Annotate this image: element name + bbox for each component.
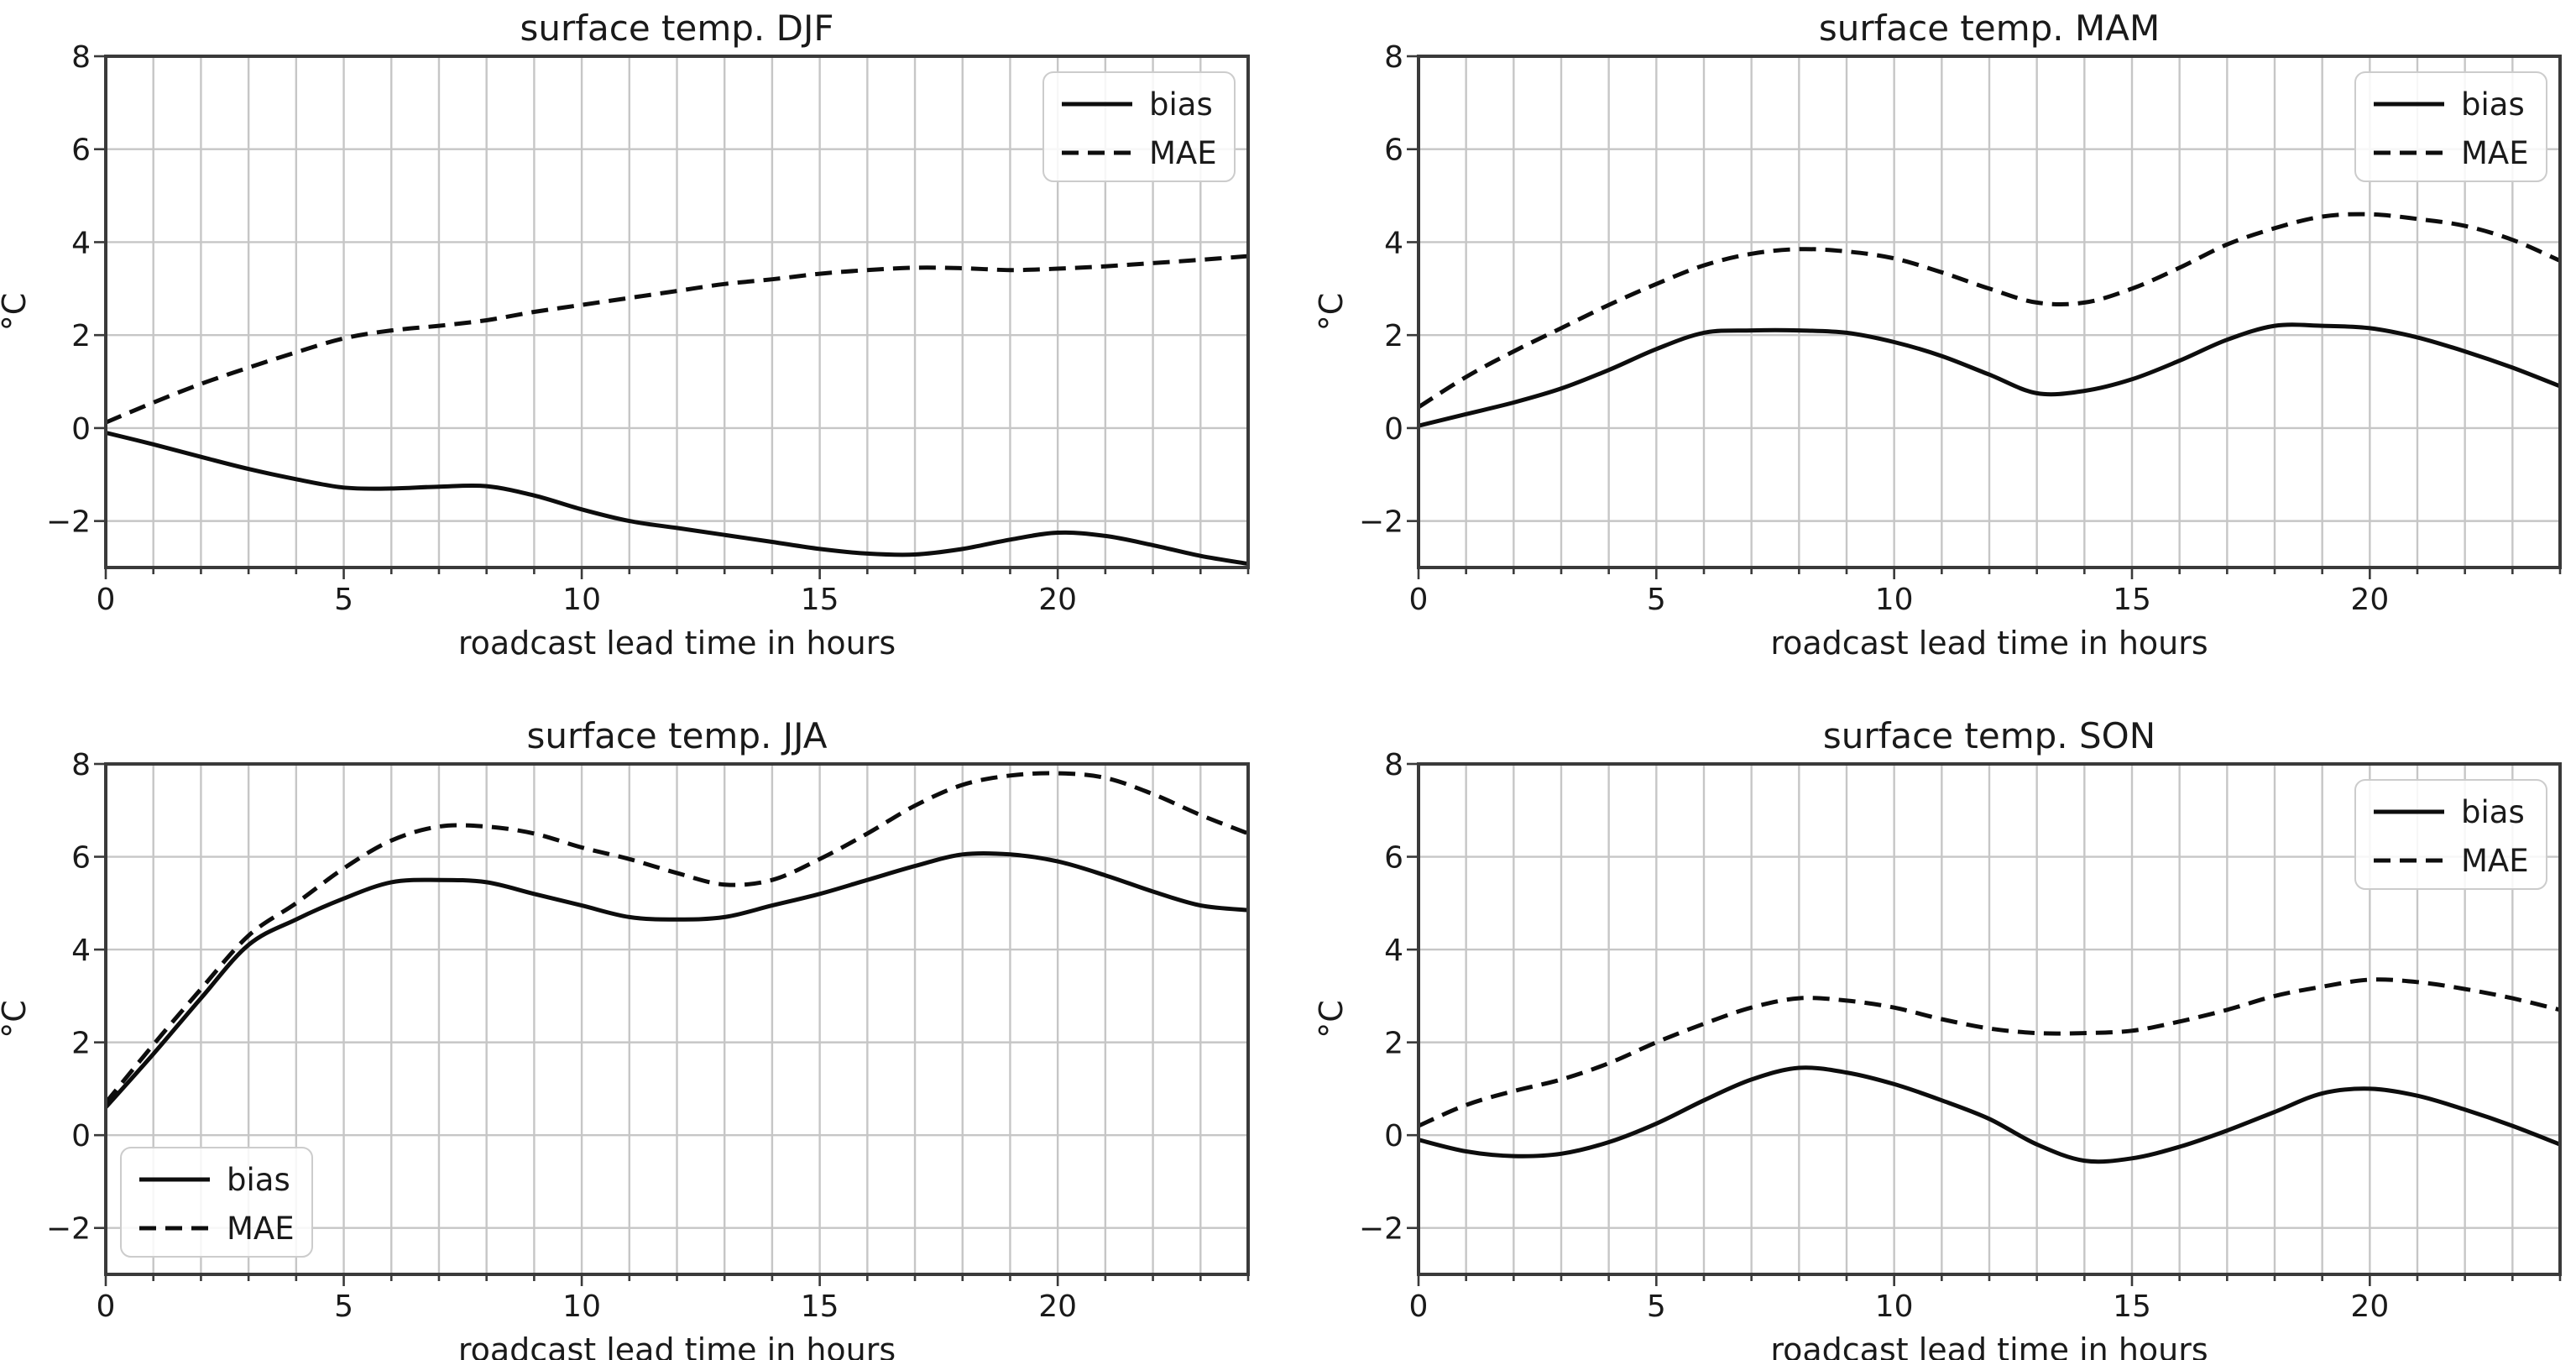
ticks-son [1407, 762, 2562, 1286]
y-tick-label: −2 [46, 505, 91, 540]
legend-mam: bias MAE [2354, 71, 2547, 182]
panel-title: surface temp. DJF [520, 8, 833, 49]
djf-bias-line [105, 431, 1249, 567]
x-tick-label: 10 [1875, 583, 1914, 617]
ticks-djf [94, 55, 1250, 579]
panel-surface-temp-djf: 0 5 10 15 20 −2 0 2 4 6 8 surface temp. DJF roadcast… [0, 8, 1250, 662]
legend-label-bias: bias [227, 1162, 290, 1198]
djf-mae-line [105, 254, 1249, 425]
legend-son: bias MAE [2354, 779, 2547, 890]
x-tick-label: 20 [2350, 1289, 2389, 1324]
y-tick-label: 0 [1384, 412, 1403, 447]
y-tick-label: 8 [71, 40, 91, 75]
grid-djf [106, 56, 1248, 568]
y-axis-label: °C [0, 1000, 33, 1038]
y-tick-label: 4 [71, 934, 91, 968]
y-tick-label: 0 [71, 1119, 91, 1153]
y-tick-label: 2 [71, 1027, 91, 1061]
ticks-jja [94, 762, 1250, 1286]
x-tick-label: 15 [801, 1289, 839, 1324]
legend-label-bias: bias [1149, 86, 1213, 123]
grid-mam [1419, 56, 2560, 568]
y-tick-label: 8 [1384, 748, 1403, 782]
x-tick-label: 20 [2350, 583, 2389, 617]
x-axis-label: roadcast lead time in hours [458, 1331, 896, 1360]
y-axis-label: °C [0, 293, 33, 332]
x-tick-label: 5 [1647, 1289, 1666, 1324]
panel-surface-temp-jja: 0 5 10 15 20 −2 0 2 4 6 8 surface temp. JJA roadcast… [0, 715, 1250, 1360]
y-tick-label: 4 [1384, 934, 1403, 968]
y-tick-label: 8 [1384, 40, 1403, 75]
legend-label-mae: MAE [2461, 843, 2529, 879]
x-tick-label: 0 [1409, 1289, 1429, 1324]
x-tick-label: 15 [2113, 583, 2151, 617]
panel-title: surface temp. JJA [527, 715, 828, 756]
grid-son [1419, 764, 2560, 1274]
legend-label-bias: bias [2461, 794, 2525, 830]
y-axis-label: °C [1313, 1000, 1350, 1038]
y-tick-label: 6 [1384, 133, 1403, 168]
legend-label-mae: MAE [1149, 135, 1217, 171]
x-tick-label: 20 [1038, 1289, 1077, 1324]
y-axis-label: °C [1313, 293, 1350, 332]
y-tick-label: −2 [1359, 1212, 1403, 1247]
x-axis-label: roadcast lead time in hours [458, 625, 896, 662]
legend-label-bias: bias [2461, 86, 2525, 123]
x-tick-label: 10 [562, 583, 601, 617]
x-tick-label: 5 [334, 583, 353, 617]
x-tick-label: 5 [1647, 583, 1666, 617]
panel-title: surface temp. SON [1823, 715, 2155, 756]
x-tick-label: 5 [334, 1289, 353, 1324]
y-tick-label: 0 [71, 412, 91, 447]
grid-jja [106, 764, 1248, 1274]
mam-bias-line [1418, 322, 2561, 428]
y-tick-label: 8 [71, 748, 91, 782]
x-tick-label: 0 [97, 1289, 116, 1324]
legend-label-mae: MAE [2461, 135, 2529, 171]
x-tick-label: 0 [1409, 583, 1429, 617]
ticks-mam [1407, 55, 2562, 579]
x-tick-label: 10 [562, 1289, 601, 1324]
legend-label-mae: MAE [227, 1211, 295, 1247]
y-tick-label: −2 [1359, 505, 1403, 540]
y-tick-label: 2 [1384, 319, 1403, 353]
x-tick-label: 10 [1875, 1289, 1914, 1324]
y-tick-label: 6 [71, 841, 91, 876]
panel-surface-temp-mam: 0 5 10 15 20 −2 0 2 4 6 8 surface temp. MAM roadcast… [1313, 8, 2562, 662]
panel-surface-temp-son: 0 5 10 15 20 −2 0 2 4 6 8 surface temp. SON roadcast… [1313, 715, 2562, 1360]
x-tick-label: 0 [97, 583, 116, 617]
x-tick-label: 15 [2113, 1289, 2151, 1324]
y-tick-label: −2 [46, 1212, 91, 1247]
y-tick-label: 2 [1384, 1027, 1403, 1061]
x-axis-label: roadcast lead time in hours [1770, 1331, 2208, 1360]
y-tick-label: 6 [1384, 841, 1403, 876]
son-bias-line [1418, 1065, 2561, 1164]
y-tick-label: 4 [1384, 226, 1403, 260]
x-tick-label: 20 [1038, 583, 1077, 617]
panel-title: surface temp. MAM [1819, 8, 2160, 49]
mam-mae-line [1417, 212, 2562, 410]
x-axis-label: roadcast lead time in hours [1770, 625, 2208, 662]
y-tick-label: 2 [71, 319, 91, 353]
y-tick-label: 0 [1384, 1119, 1403, 1153]
legend-djf: bias MAE [1042, 71, 1236, 182]
y-tick-label: 4 [71, 226, 91, 260]
legend-jja: bias MAE [120, 1147, 313, 1258]
y-tick-label: 6 [71, 133, 91, 168]
jja-bias-line [104, 850, 1249, 1109]
x-tick-label: 15 [801, 583, 839, 617]
